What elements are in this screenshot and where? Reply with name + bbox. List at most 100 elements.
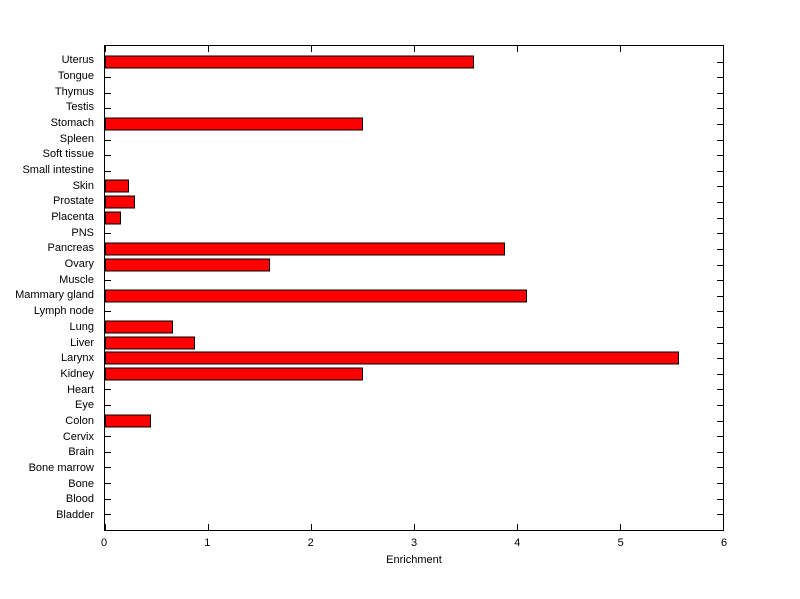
y-tick-right bbox=[717, 233, 723, 235]
y-category-label: Mammary gland bbox=[15, 289, 94, 302]
bar-row bbox=[105, 506, 723, 522]
y-category-label: Ovary bbox=[64, 258, 94, 271]
y-tick-right bbox=[717, 108, 723, 110]
bar-row bbox=[105, 116, 723, 132]
y-category-label: Kidney bbox=[60, 367, 94, 380]
y-category-label: Pancreas bbox=[47, 242, 94, 255]
y-tick-left bbox=[105, 170, 111, 172]
y-tick-right bbox=[717, 155, 723, 157]
y-axis-labels: Uterus Tongue Thymus Testis Stomach Spleen Sof… bbox=[0, 45, 99, 531]
y-category-label: Small intestine bbox=[22, 163, 94, 176]
bar-row bbox=[105, 428, 723, 444]
y-tick-right bbox=[717, 92, 723, 94]
x-tick-top bbox=[311, 46, 312, 52]
x-tick-label: 0 bbox=[100, 537, 108, 549]
bar-row bbox=[105, 350, 723, 366]
bar-row bbox=[105, 179, 723, 195]
x-tick-bottom bbox=[414, 524, 415, 530]
y-tick-right bbox=[717, 389, 723, 391]
y-category-label: Prostate bbox=[53, 195, 94, 208]
y-tick-left bbox=[105, 514, 111, 516]
y-category-label: Stomach bbox=[50, 116, 94, 129]
bar-row bbox=[105, 460, 723, 476]
bar-row bbox=[105, 288, 723, 304]
bar-ovary bbox=[105, 258, 270, 272]
bar-row bbox=[105, 101, 723, 117]
x-tick-label: 2 bbox=[307, 537, 314, 549]
x-tick-label: 6 bbox=[720, 537, 728, 549]
bar-placenta bbox=[105, 211, 122, 225]
y-tick-right bbox=[717, 373, 723, 375]
y-tick-right bbox=[717, 483, 723, 485]
plot-area bbox=[104, 45, 724, 531]
bar-row bbox=[105, 85, 723, 101]
y-tick-left bbox=[105, 233, 111, 235]
y-category-label: Blood bbox=[65, 493, 94, 506]
x-tick-bottom bbox=[723, 524, 724, 530]
bar-row bbox=[105, 272, 723, 288]
x-tick-top bbox=[414, 46, 415, 52]
y-tick-left bbox=[105, 498, 111, 500]
bar-liver bbox=[105, 336, 195, 350]
y-tick-right bbox=[717, 342, 723, 344]
bar-row bbox=[105, 366, 723, 382]
y-tick-left bbox=[105, 405, 111, 406]
bar-row bbox=[105, 397, 723, 413]
bar-row bbox=[105, 226, 723, 242]
y-tick-right bbox=[717, 186, 723, 188]
y-tick-left bbox=[105, 389, 111, 391]
y-tick-right bbox=[717, 264, 723, 266]
bar-row bbox=[105, 194, 723, 210]
y-tick-right bbox=[717, 498, 723, 500]
y-category-label: Lung bbox=[69, 320, 94, 333]
y-category-label: Spleen bbox=[59, 132, 94, 145]
y-category-label: Cervix bbox=[62, 430, 94, 443]
bar-prostate bbox=[105, 195, 135, 209]
bar-skin bbox=[105, 179, 129, 193]
bar-pancreas bbox=[105, 242, 505, 256]
y-category-label: Thymus bbox=[54, 85, 94, 98]
y-category-label: Soft tissue bbox=[42, 148, 94, 161]
bar-row bbox=[105, 413, 723, 429]
y-tick-right bbox=[717, 124, 723, 126]
x-axis-tick-labels: 0 1 2 3 4 5 6 bbox=[100, 537, 728, 551]
y-tick-right bbox=[717, 202, 723, 204]
y-tick-left bbox=[105, 139, 111, 141]
x-tick-top bbox=[517, 46, 518, 52]
y-category-label: PNS bbox=[71, 226, 94, 239]
bar-row bbox=[105, 475, 723, 491]
y-category-label: Heart bbox=[67, 383, 94, 396]
bar-row bbox=[105, 382, 723, 398]
y-category-label: Eye bbox=[75, 399, 94, 412]
y-tick-left bbox=[105, 467, 111, 469]
bar-row bbox=[105, 444, 723, 460]
y-tick-right bbox=[717, 420, 723, 422]
bar-row bbox=[105, 132, 723, 148]
y-tick-right bbox=[717, 170, 723, 172]
y-category-label: Muscle bbox=[59, 273, 94, 286]
y-tick-right bbox=[717, 295, 723, 297]
y-tick-left bbox=[105, 280, 111, 282]
y-tick-right bbox=[717, 61, 723, 63]
bar-kidney bbox=[105, 367, 363, 381]
y-tick-right bbox=[717, 77, 723, 79]
x-tick-label: 4 bbox=[514, 537, 521, 549]
y-tick-right bbox=[717, 451, 723, 453]
bar-row bbox=[105, 304, 723, 320]
y-category-label: Bladder bbox=[56, 509, 94, 522]
y-tick-right bbox=[717, 217, 723, 219]
bar-larynx bbox=[105, 351, 679, 365]
bar-mammary-gland bbox=[105, 289, 528, 303]
x-tick-top bbox=[620, 46, 621, 52]
bar-row bbox=[105, 147, 723, 163]
y-tick-left bbox=[105, 155, 111, 157]
bar-stomach bbox=[105, 117, 363, 131]
y-category-label: Tongue bbox=[57, 69, 94, 82]
y-category-label: Lymph node bbox=[33, 305, 94, 318]
y-tick-left bbox=[105, 311, 111, 313]
x-tick-label: 1 bbox=[204, 537, 211, 549]
y-tick-right bbox=[717, 405, 723, 406]
y-category-label: Placenta bbox=[51, 211, 94, 224]
x-tick-bottom bbox=[311, 524, 312, 530]
